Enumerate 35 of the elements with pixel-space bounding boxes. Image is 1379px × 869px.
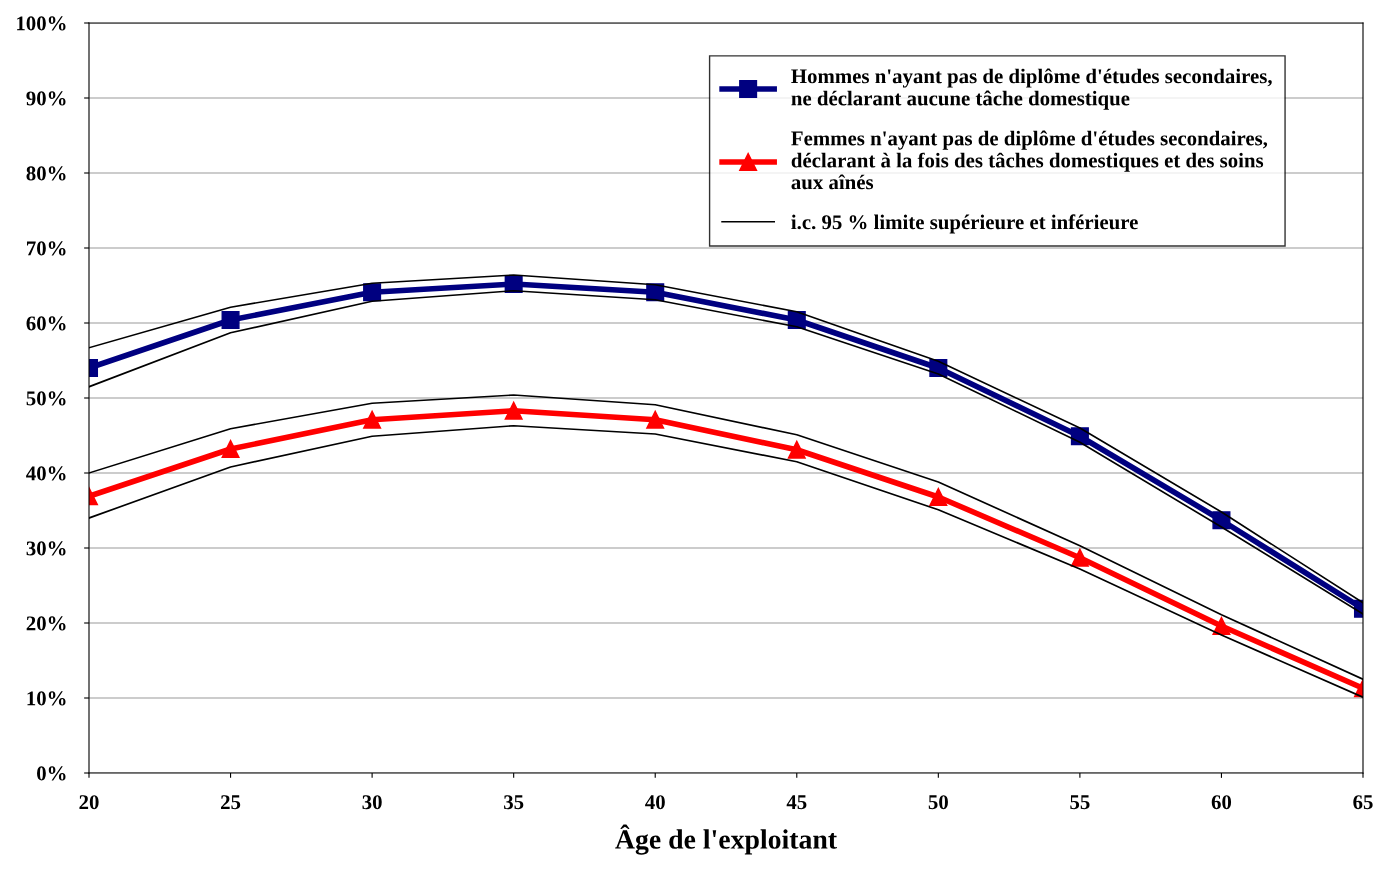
point <box>1212 616 1231 636</box>
legend-label: Hommes n'ayant pas de diplôme d'études secondaires, ne déclarant aucune tâche domestique <box>791 68 1272 110</box>
y-tick-label: 20% <box>26 616 66 631</box>
x-tick-label: 20 <box>79 795 99 810</box>
y-tick-label: 90% <box>26 91 66 106</box>
point <box>363 283 382 302</box>
x-tick-label: 40 <box>645 795 665 810</box>
y-tick-label: 40% <box>26 466 66 481</box>
x-tick-label: 35 <box>504 795 524 810</box>
y-tick-label: 30% <box>26 541 66 556</box>
y-tick-label: 10% <box>27 691 66 706</box>
y-tick-label: 0% <box>37 766 66 781</box>
x-tick-label: 65 <box>1353 795 1373 810</box>
x-tick-label: 60 <box>1211 795 1232 810</box>
point <box>504 401 523 420</box>
legend-label: Femmes n'ayant pas de diplôme d'études secondaires, déclarant à la fois des tâches domestiques et des soins aux aînés <box>791 130 1268 190</box>
y-tick-label: 50% <box>26 391 66 406</box>
y-tick-label: 70% <box>27 241 66 256</box>
point <box>221 439 240 459</box>
x-tick-label: 30 <box>362 795 382 810</box>
y-tick-label: 60% <box>26 316 66 331</box>
point <box>363 410 382 429</box>
point <box>221 310 240 330</box>
x-axis-title: Âge de l'exploitant <box>615 824 837 855</box>
x-tick-label: 55 <box>1070 795 1090 810</box>
x-tick-label: 50 <box>928 795 948 810</box>
x-tick-label: 45 <box>786 795 807 810</box>
point <box>646 410 665 429</box>
x-tick-label: 25 <box>221 795 241 810</box>
y-tick-label: 80% <box>26 166 66 181</box>
point <box>1070 548 1089 567</box>
y-tick-label: 100% <box>17 16 66 31</box>
point <box>929 487 948 507</box>
legend-label: i.c. 95 % limite supérieure et inférieure <box>791 214 1138 234</box>
point <box>787 440 806 459</box>
